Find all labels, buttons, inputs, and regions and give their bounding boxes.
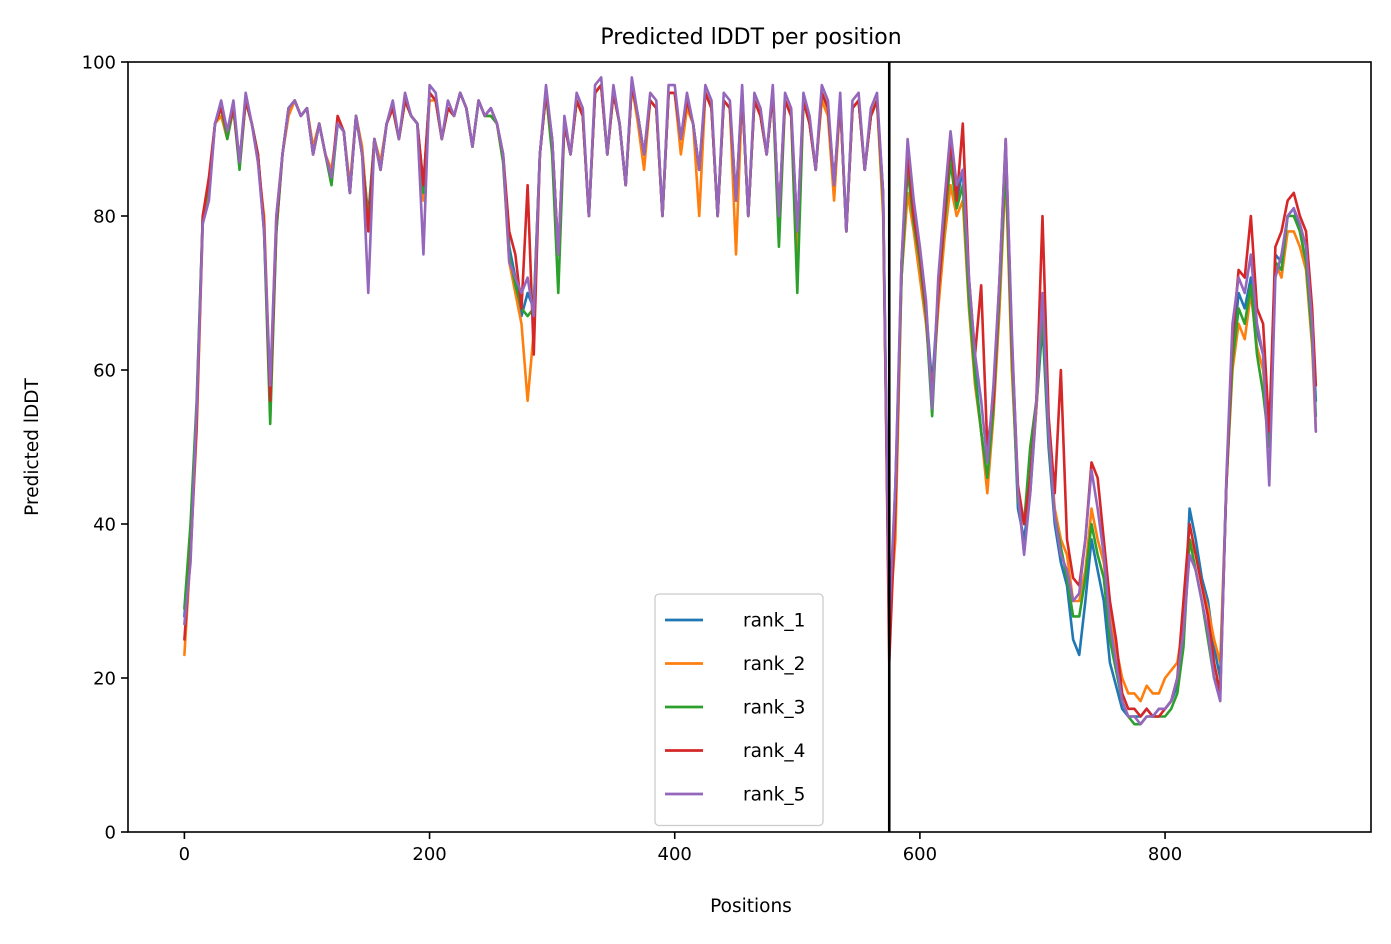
y-tick-label: 20: [93, 669, 116, 690]
x-tick-label: 800: [1148, 844, 1182, 865]
y-tick-label: 80: [93, 207, 116, 228]
plot-area-frame: [127, 61, 1372, 833]
x-axis-label: Positions: [710, 896, 792, 917]
y-tick-label: 100: [82, 53, 116, 74]
legend-label-rank-5: rank_5: [743, 785, 805, 806]
x-tick-label: 200: [412, 844, 446, 865]
x-tick-label: 0: [179, 844, 190, 865]
chart-title: Predicted lDDT per position: [600, 25, 901, 50]
legend-label-rank-4: rank_4: [743, 741, 805, 762]
x-tick-label: 600: [903, 844, 937, 865]
legend-label-rank-2: rank_2: [743, 654, 805, 675]
legend-box: [654, 593, 824, 827]
y-tick-label: 40: [93, 515, 116, 536]
y-tick-label: 0: [105, 823, 116, 844]
legend: rank_1 rank_2 rank_3 rank_4 rank_5: [654, 593, 824, 827]
series-line-rank-5: [183, 76, 1318, 726]
legend-label-rank-1: rank_1: [743, 611, 805, 632]
x-axis: 0 200 400 600 800: [179, 832, 1182, 865]
y-axis: 0 20 40 60 80 100: [82, 53, 128, 844]
y-axis-label: Predicted lDDT: [22, 377, 43, 515]
legend-label-rank-3: rank_3: [743, 698, 805, 719]
x-tick-label: 400: [658, 844, 692, 865]
y-tick-label: 60: [93, 361, 116, 382]
series-layer: [183, 76, 1318, 726]
